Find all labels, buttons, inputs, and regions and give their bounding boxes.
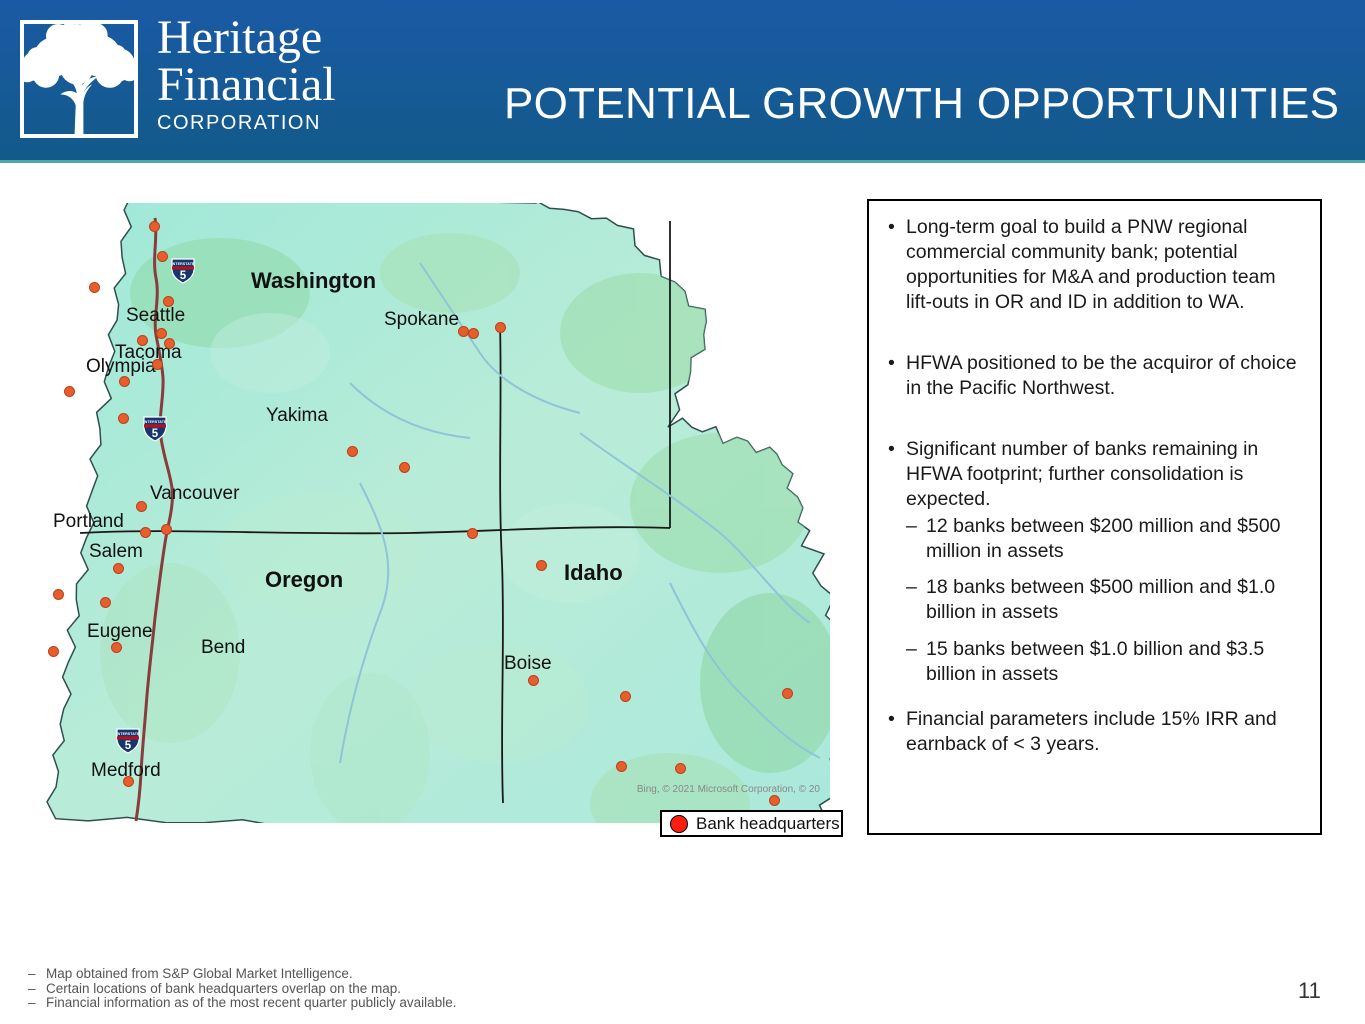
svg-text:5: 5 xyxy=(152,428,159,440)
svg-text:INTERSTATE: INTERSTATE xyxy=(116,732,140,736)
svg-text:5: 5 xyxy=(125,740,132,752)
svg-text:5: 5 xyxy=(180,270,187,282)
svg-text:INTERSTATE: INTERSTATE xyxy=(171,262,195,266)
svg-text:INTERSTATE: INTERSTATE xyxy=(143,420,167,424)
